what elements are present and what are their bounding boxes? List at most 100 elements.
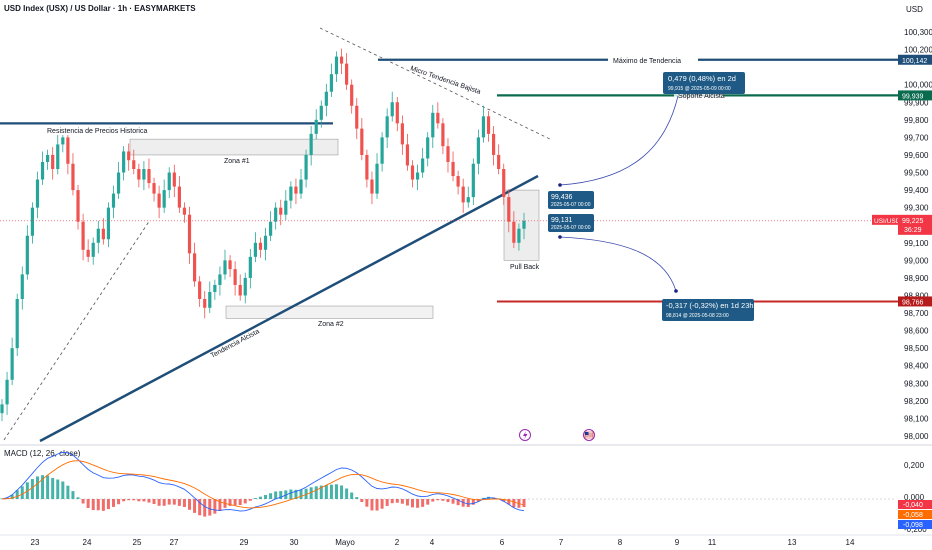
- macd-histogram-bar: [127, 499, 131, 501]
- macd-histogram-bar: [370, 499, 374, 511]
- price-tag: USI/USD 99,225 36:29: [872, 214, 932, 235]
- macd-histogram-bar: [243, 499, 247, 504]
- candle-body: [96, 228, 100, 243]
- candle-body: [390, 102, 394, 117]
- macd-histogram-bar: [411, 499, 415, 508]
- candle-body: [208, 291, 212, 308]
- candle-body: [51, 154, 55, 170]
- candle-body: [476, 137, 480, 164]
- macd-histogram-bar: [441, 499, 445, 501]
- macd-histogram-bar: [436, 499, 440, 501]
- annotation-down-projection[interactable]: -0,317 (-0,32%) en 1d 23h 98,814 @ 2025-…: [662, 299, 754, 321]
- svg-text:-0,058: -0,058: [903, 512, 923, 519]
- macd-histogram-bar: [350, 492, 354, 499]
- candle-body: [243, 277, 247, 296]
- zone-2: [225, 305, 434, 319]
- macd-histogram-bar: [137, 499, 141, 502]
- macd-histogram-bar: [198, 499, 202, 516]
- lightning-icon[interactable]: [519, 429, 531, 441]
- macd-histogram-bar: [172, 499, 176, 505]
- time-tick: Mayo: [335, 538, 355, 547]
- candle-body: [294, 186, 298, 194]
- candle-body: [127, 151, 131, 161]
- price-tick: 98,000: [904, 432, 929, 441]
- macd-histogram-bar: [466, 499, 470, 508]
- annotation-99131[interactable]: 99,131 2025-05-07 00:00: [548, 214, 594, 232]
- svg-text:USI/USD: USI/USD: [874, 218, 901, 225]
- candle-body: [116, 172, 121, 194]
- svg-text:99,436: 99,436: [551, 194, 573, 201]
- price-tick: 99,400: [904, 186, 929, 195]
- macd-histogram-bar: [203, 499, 207, 517]
- macd-histogram-bar: [233, 499, 237, 506]
- candle-body: [324, 91, 328, 106]
- macd-histogram-bar: [208, 499, 212, 516]
- macd-histogram-bar: [294, 489, 298, 499]
- price-tick: 98,900: [904, 274, 929, 283]
- macd-histogram-bar: [319, 485, 323, 499]
- macd-histogram-bar: [122, 499, 126, 502]
- candle-body: [350, 84, 354, 106]
- annotation-up-projection[interactable]: 0,479 (0,48%) en 2d 99,915 @ 2025-05-09 …: [663, 72, 745, 94]
- macd-histogram-bar: [451, 499, 455, 504]
- us-flag-icon[interactable]: [583, 429, 595, 441]
- zone1-label: Zona #1: [224, 158, 250, 165]
- candle-body: [182, 207, 187, 215]
- candle-body: [491, 133, 496, 155]
- svg-text:98,766: 98,766: [902, 299, 924, 306]
- macd-histogram-bar: [10, 494, 14, 499]
- price-tick: 99,700: [904, 133, 929, 142]
- candle-body: [385, 116, 389, 138]
- candle-body: [375, 163, 379, 194]
- candle-body: [0, 404, 4, 414]
- zone2-label: Zona #2: [318, 321, 344, 328]
- candle-body: [20, 274, 24, 299]
- time-tick: 14: [846, 538, 855, 547]
- projection-arcs: [558, 95, 679, 293]
- macd-histogram-bar: [228, 499, 232, 506]
- macd-histogram-bar: [426, 499, 430, 505]
- macd-histogram-bar: [395, 499, 399, 503]
- micro-downtrend-line: [319, 27, 553, 141]
- macd-tick-0: 0,200: [904, 461, 925, 470]
- candle-body: [431, 112, 435, 138]
- macd-histogram-bar: [35, 476, 39, 499]
- price-tag: 100,142: [898, 54, 932, 65]
- candle-body: [30, 207, 35, 236]
- macd-histogram-bar: [248, 499, 252, 501]
- macd-histogram-bar: [142, 499, 146, 502]
- candle-body: [238, 284, 242, 296]
- candle-body: [395, 102, 399, 124]
- candle-body: [142, 169, 146, 180]
- time-tick: 25: [133, 538, 142, 547]
- currency-label[interactable]: USD: [906, 5, 923, 14]
- macd-histogram-bar: [157, 499, 161, 506]
- price-axis[interactable]: 100,300 100,200 100,000 99,900 99,800 99,700 9…: [904, 28, 932, 441]
- candle-body: [274, 207, 278, 222]
- macd-histogram-bar: [421, 499, 425, 507]
- time-tick: 9: [675, 538, 680, 547]
- time-axis[interactable]: 23 24 25 27 29 30 Mayo 2 4 6 7 8 9 11 13 14: [31, 538, 855, 547]
- candle-body: [466, 197, 470, 203]
- price-tick: 98,800: [904, 291, 929, 300]
- candle-body: [132, 160, 136, 170]
- macd-histogram-bar: [304, 488, 308, 499]
- price-tick: 100,200: [904, 46, 932, 55]
- candle-body: [203, 298, 207, 308]
- price-tick: 100,300: [904, 28, 932, 37]
- svg-text:99,939: 99,939: [902, 93, 924, 100]
- macd-histogram-bar: [274, 491, 278, 499]
- macd-histogram-bar: [253, 498, 257, 499]
- macd-histogram-bar: [162, 499, 166, 506]
- price-tick: 98,500: [904, 344, 929, 353]
- svg-text:-0,317 (-0,32%) en 1d 23h: -0,317 (-0,32%) en 1d 23h: [666, 301, 754, 310]
- macd-histogram-bar: [15, 490, 19, 499]
- macd-histogram-bar: [86, 499, 90, 509]
- annotation-99436[interactable]: 99,436 2025-05-07 00:00: [548, 191, 594, 209]
- candle-body: [106, 207, 111, 240]
- price-tick: 99,800: [904, 116, 929, 125]
- macd-histogram-bar: [111, 499, 115, 507]
- chart-title: USD Index (USX) / US Dollar · 1h · EASYM…: [4, 4, 196, 13]
- time-tick: 6: [500, 538, 505, 547]
